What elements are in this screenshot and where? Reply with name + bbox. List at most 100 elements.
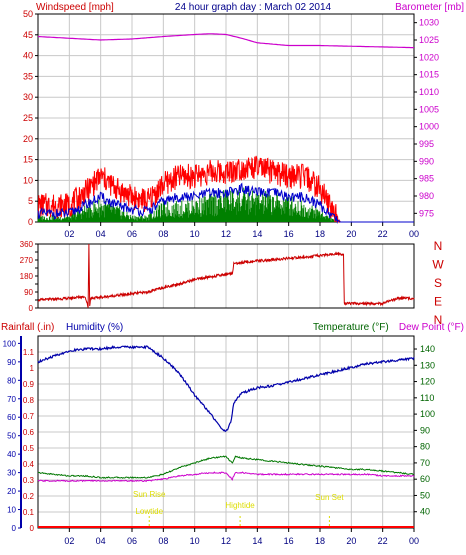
wind-y-tick-label: 40 — [23, 51, 33, 61]
wind-x-tick-label: 08 — [158, 229, 168, 239]
temperature-y-tick-label: 80 — [420, 442, 430, 452]
rain-y-tick-label: 0.5 — [23, 444, 35, 453]
humidity-y-tick-label: 40 — [7, 450, 16, 459]
wind-x-tick-label: 16 — [284, 229, 294, 239]
temperature-y-tick-label: 50 — [420, 490, 430, 500]
direction-grid — [68, 244, 415, 308]
temperature-y-tick-label: 40 — [420, 507, 430, 517]
temperature-y-tick-label: 140 — [420, 344, 435, 354]
wind-y-tick-label: 45 — [23, 30, 33, 40]
humidity-y-tick-label: 70 — [7, 395, 16, 404]
barometer-axis-label: Barometer [mb] — [395, 2, 464, 13]
barometer-right-axis: 975 980 985 990 995 1000 1005 1010 1015 1020 1025 1… — [414, 18, 439, 218]
temperature-right-axis: 40 50 60 70 80 90 100 110 120 130 140 — [414, 344, 435, 517]
barometer-y-tick-label: 1000 — [419, 122, 439, 132]
compass-label: N — [434, 239, 443, 253]
temperature-y-tick-label: 70 — [420, 458, 430, 468]
direction-series — [37, 243, 415, 308]
temperature-y-tick-label: 60 — [420, 474, 430, 484]
wind-y-tick-label: 5 — [28, 196, 33, 206]
barometer-y-tick-label: 995 — [419, 139, 434, 149]
barometer-y-tick-label: 1030 — [419, 18, 439, 28]
wind-y-tick-label: 50 — [23, 9, 33, 19]
barometer-y-tick-label: 1010 — [419, 87, 439, 97]
compass-label: E — [434, 295, 442, 309]
windspeed-axis-label: Windspeed [mph] — [36, 2, 114, 13]
wind-x-tick-label: 00 — [409, 229, 419, 239]
temperature-y-tick-label: 120 — [420, 377, 435, 387]
wind-y-tick-label: 0 — [28, 217, 33, 227]
climate-x-tick-label: 08 — [158, 536, 168, 546]
annotation-label: Sun Rise — [133, 490, 166, 499]
climate-x-tick-label: 18 — [315, 536, 325, 546]
barometer-y-tick-label: 975 — [419, 208, 434, 218]
rain-y-tick-label: 0 — [30, 524, 35, 533]
humidity-y-tick-label: 20 — [7, 487, 16, 496]
compass-label: N — [434, 313, 443, 327]
wind-series — [37, 33, 414, 224]
wind-x-tick-label: 18 — [315, 229, 325, 239]
wind-y-tick-label: 15 — [23, 155, 33, 165]
wind-barometer-panel: Windspeed [mph] 24 hour graph day : Marc… — [23, 2, 464, 239]
temperature-series — [38, 455, 415, 479]
climate-x-tick-label: 02 — [64, 536, 74, 546]
compass-label: W — [432, 258, 444, 272]
wind-x-tick-label: 12 — [221, 229, 231, 239]
annotation-label: Hightide — [225, 501, 255, 510]
climate-x-tick-label: 10 — [190, 536, 200, 546]
wind-x-axis: 02 04 06 08 10 12 14 16 18 20 22 00 — [64, 222, 419, 239]
humidity-y-tick-label: 30 — [7, 469, 16, 478]
rainfall-axis-label: Rainfall (.in) — [1, 322, 54, 333]
climate-x-tick-label: 12 — [221, 536, 231, 546]
direction-y-tick-label: 270 — [20, 256, 34, 265]
barometer-y-tick-label: 1015 — [419, 70, 439, 80]
compass-label: S — [434, 276, 442, 290]
humidity-y-tick-label: 10 — [7, 506, 16, 515]
climate-x-axis: 02 04 06 08 10 12 14 16 18 20 22 00 — [64, 528, 419, 546]
wind-x-tick-label: 20 — [346, 229, 356, 239]
climate-annotations: Sun Rise Lowtide Hightide Sun Set — [133, 490, 344, 528]
climate-x-tick-label: 14 — [252, 536, 262, 546]
humidity-y-tick-label: 80 — [7, 376, 16, 385]
direction-y-tick-label: 0 — [29, 304, 34, 313]
barometer-y-tick-label: 990 — [419, 156, 434, 166]
barometer-y-tick-label: 1005 — [419, 104, 439, 114]
temperature-y-tick-label: 100 — [420, 409, 435, 419]
rain-y-tick-label: 0.7 — [23, 412, 35, 421]
rain-y-tick-label: 0.4 — [23, 460, 35, 469]
climate-grid — [38, 336, 415, 529]
wind-x-tick-label: 14 — [252, 229, 262, 239]
chart-title: 24 hour graph day : March 02 2014 — [175, 2, 332, 13]
rain-y-tick-label: 0.9 — [23, 380, 35, 389]
humidity-y-tick-label: 50 — [7, 432, 16, 441]
dewpoint-axis-label: Dew Point (°F) — [399, 322, 464, 333]
wind-y-tick-label: 25 — [23, 113, 33, 123]
humidity-series — [37, 344, 415, 433]
climate-x-tick-label: 00 — [409, 536, 419, 546]
wind-x-tick-label: 04 — [96, 229, 106, 239]
rain-y-tick-label: 0.2 — [23, 492, 35, 501]
direction-y-tick-label: 90 — [24, 288, 33, 297]
climate-x-tick-label: 20 — [346, 536, 356, 546]
rain-y-tick-label: 0.8 — [23, 396, 35, 405]
rain-y-tick-label: 0.3 — [23, 476, 35, 485]
rain-y-tick-label: 1 — [30, 364, 35, 373]
direction-y-tick-label: 180 — [20, 272, 34, 281]
barometer-y-tick-label: 1025 — [419, 35, 439, 45]
humidity-y-tick-label: 100 — [3, 339, 17, 348]
climate-x-tick-label: 16 — [284, 536, 294, 546]
annotation-label: Lowtide — [135, 507, 163, 516]
climate-series — [37, 344, 415, 483]
humidity-axis-label: Humidity (%) — [66, 322, 123, 333]
wind-x-tick-label: 02 — [64, 229, 74, 239]
rain-y-tick-label: 1.1 — [23, 348, 35, 357]
wind-x-tick-label: 22 — [378, 229, 388, 239]
barometer-y-tick-label: 985 — [419, 174, 434, 184]
dewpoint-series — [37, 471, 415, 483]
barometer-y-tick-label: 980 — [419, 191, 434, 201]
wind-direction-series — [37, 243, 415, 308]
climate-x-tick-label: 22 — [378, 536, 388, 546]
humidity-y-tick-label: 90 — [7, 358, 16, 367]
